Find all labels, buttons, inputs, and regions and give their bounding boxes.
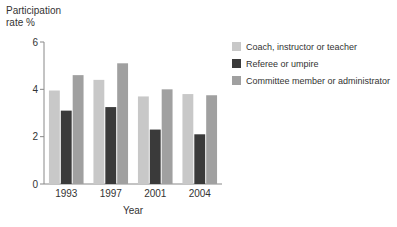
- legend: Coach, instructor or teacher Referee or u…: [232, 42, 390, 86]
- legend-swatch: [232, 59, 241, 68]
- bar: [194, 134, 205, 184]
- bars: [49, 63, 217, 184]
- y-axis-label: Participationrate %: [6, 5, 61, 28]
- x-tick-label: 1993: [55, 188, 78, 199]
- y-axis-line: [44, 42, 45, 184]
- bar: [206, 95, 217, 184]
- bar: [150, 130, 161, 184]
- y-tick-label: 6: [32, 37, 38, 48]
- bar: [162, 89, 173, 184]
- y-tick-label: 2: [32, 131, 38, 142]
- x-tick-label: 1997: [100, 188, 123, 199]
- x-tick-label: 2001: [144, 188, 167, 199]
- x-tick-label: 2004: [189, 188, 212, 199]
- bar: [61, 111, 72, 184]
- y-tick: [40, 136, 44, 137]
- bar: [182, 94, 193, 184]
- legend-label: Referee or umpire: [246, 59, 319, 69]
- x-axis-label: Year: [123, 205, 144, 216]
- y-tick: [40, 89, 44, 90]
- bar: [138, 96, 149, 184]
- y-tick-label: 0: [32, 179, 38, 190]
- y-tick: [40, 42, 44, 43]
- axes: 0 2 4 6 1993 1997 2001 2004: [32, 37, 222, 200]
- legend-swatch: [232, 42, 241, 51]
- legend-label: Committee member or administrator: [246, 76, 390, 86]
- y-tick: [40, 184, 44, 185]
- bar: [93, 80, 104, 184]
- bar: [73, 75, 84, 184]
- legend-swatch: [232, 76, 241, 85]
- bar: [49, 91, 60, 184]
- y-tick-label: 4: [32, 84, 38, 95]
- legend-label: Coach, instructor or teacher: [246, 42, 357, 52]
- chart: Participationrate % 0 2 4 6 1993 1997 2001 2004 Y…: [0, 0, 397, 227]
- bar: [117, 63, 128, 184]
- bar: [105, 107, 116, 184]
